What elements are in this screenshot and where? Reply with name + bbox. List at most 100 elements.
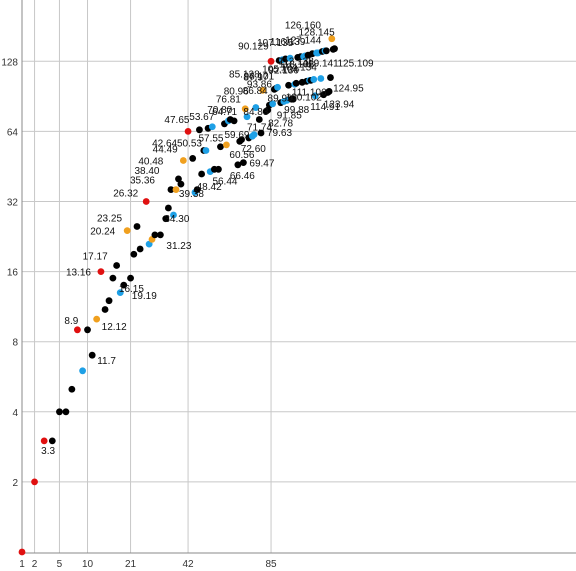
data-point: [62, 408, 70, 416]
point-label: 13.16: [66, 268, 91, 279]
point-label: 114.91: [310, 102, 340, 113]
point-label: 69.47: [249, 159, 274, 170]
x-tick-label: 2: [32, 559, 38, 570]
data-point: [223, 141, 230, 149]
point-label: 76.81: [216, 95, 241, 106]
data-point: [208, 123, 216, 131]
data-point: [136, 245, 144, 253]
data-point: [238, 136, 245, 144]
point-label: 44.49: [153, 144, 178, 155]
point-label: 17.17: [83, 251, 108, 262]
data-point: [259, 86, 267, 94]
data-point: [311, 92, 319, 100]
x-tick-label: 85: [265, 559, 277, 570]
data-point: [113, 262, 121, 269]
data-point: [267, 57, 275, 65]
x-tick-label: 21: [125, 559, 137, 570]
point-label: 82.78: [268, 118, 293, 129]
point-label: 111.106: [292, 87, 327, 98]
data-point: [97, 268, 105, 275]
point-label: 34.30: [164, 214, 189, 225]
data-point: [289, 95, 297, 103]
point-label: 26.32: [113, 189, 138, 200]
data-point: [274, 83, 281, 91]
point-label: 79.63: [267, 128, 292, 139]
data-point: [239, 159, 247, 167]
data-point: [109, 274, 117, 282]
data-point: [257, 129, 265, 137]
x-tick-label: 1: [19, 559, 25, 570]
data-point: [101, 306, 109, 313]
data-point: [151, 231, 159, 239]
data-point: [93, 315, 101, 323]
data-point: [105, 297, 113, 305]
data-point: [40, 437, 48, 445]
data-point: [328, 35, 336, 43]
data-point: [322, 47, 330, 55]
point-label: 19.19: [132, 291, 157, 302]
data-point: [310, 76, 318, 83]
point-label: 8.9: [64, 316, 78, 327]
point-label: 72.60: [241, 144, 266, 155]
data-point: [331, 45, 338, 53]
point-label: 59.69: [224, 130, 249, 141]
point-label: 40.48: [138, 156, 163, 167]
point-label: 48.42: [197, 182, 222, 193]
point-label: 99.88: [284, 105, 309, 116]
data-point: [196, 126, 203, 134]
point-label: 66.46: [230, 171, 255, 182]
data-point: [88, 351, 96, 359]
data-point: [68, 385, 76, 393]
data-point: [292, 79, 300, 87]
data-point: [189, 155, 197, 162]
data-point: [18, 548, 26, 556]
data-point: [250, 131, 258, 139]
point-label: 11.7: [97, 356, 116, 367]
x-tick-label: 10: [82, 559, 94, 570]
point-label: 100.102: [286, 92, 323, 103]
point-label: 127.144: [285, 35, 322, 46]
point-label: 47.65: [164, 115, 189, 126]
point-label: 80.96: [224, 86, 249, 97]
data-point: [79, 367, 86, 375]
data-point: [234, 161, 242, 169]
data-point: [202, 147, 210, 154]
data-point: [130, 250, 138, 258]
data-point: [193, 186, 201, 193]
data-point: [252, 104, 260, 111]
y-tick-label: 8: [12, 338, 18, 349]
point-label: 64.71: [212, 107, 237, 118]
data-point: [123, 227, 131, 234]
data-point: [164, 204, 172, 212]
data-point: [198, 170, 206, 178]
point-label: 50.53: [177, 138, 202, 149]
point-label: 107.135: [257, 38, 294, 49]
point-label: 70.80: [207, 105, 232, 116]
y-tick-label: 16: [7, 268, 19, 279]
point-label: 104.134: [281, 63, 318, 74]
point-label: 90.129: [238, 42, 269, 53]
data-point: [255, 116, 263, 123]
data-point: [170, 211, 177, 219]
point-label: 119.141: [303, 59, 339, 70]
data-point: [285, 81, 292, 89]
point-label: 20.24: [90, 227, 115, 238]
point-label: 31.23: [166, 241, 191, 252]
point-label: 35.36: [130, 176, 155, 187]
data-point: [142, 198, 150, 205]
point-labels: 3.3 8.9 11.7 12.12 13.16 16.15 17.17 19.19 20.24…: [41, 21, 374, 457]
data-point: [31, 478, 38, 486]
data-point: [74, 326, 81, 334]
point-label: 56.44: [212, 176, 237, 187]
point-label: 3.3: [41, 446, 55, 457]
data-point: [133, 223, 141, 230]
point-label: 112.138: [278, 57, 314, 68]
x-tick-label: 5: [57, 559, 63, 570]
x-tick-label: 42: [183, 559, 195, 570]
data-point: [217, 143, 224, 151]
point-label: 60.56: [229, 150, 254, 161]
point-label: 38.40: [134, 166, 159, 177]
point-label: 89.99: [268, 93, 293, 104]
point-label: 42.64: [152, 138, 177, 149]
